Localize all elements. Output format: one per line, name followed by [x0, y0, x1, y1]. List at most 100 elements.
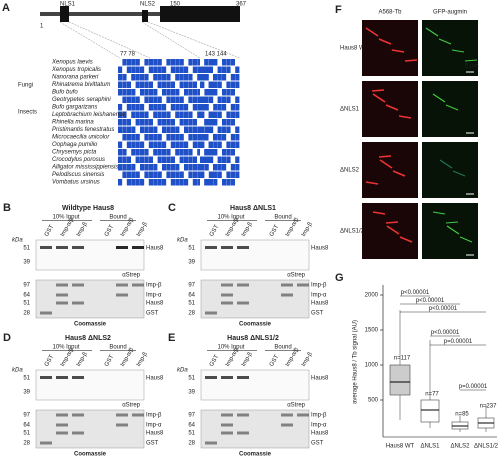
- lane-label: Imp-β: [241, 221, 254, 238]
- band: [116, 283, 128, 287]
- marker: 51: [188, 376, 195, 382]
- band-label: Haus8: [146, 376, 164, 382]
- residue-cell: [213, 164, 218, 171]
- residue-cell: [148, 96, 153, 103]
- residue-cell: [192, 66, 197, 73]
- microtubule: [371, 89, 385, 92]
- band-label: GST: [146, 441, 159, 447]
- residue-cell: [213, 156, 218, 163]
- marker: 28: [23, 311, 30, 317]
- lane-label: Imp-β: [76, 351, 89, 368]
- band: [72, 283, 84, 287]
- residue-cell: [204, 96, 209, 103]
- residue-cell: [192, 81, 197, 88]
- band: [72, 431, 84, 435]
- stain: αStrep: [122, 273, 140, 279]
- residue-cell: [118, 149, 123, 156]
- residue-cell: [135, 156, 140, 163]
- residue-cell: [235, 179, 240, 186]
- residue-cell: [222, 156, 227, 163]
- residue-cell: [222, 141, 227, 148]
- residue-cell: [197, 141, 202, 148]
- band: [205, 311, 217, 315]
- residue-cell: [208, 74, 213, 81]
- residue-cell: [166, 149, 171, 156]
- residue-cell: [222, 104, 227, 111]
- row-label: ΔNLS2: [340, 168, 360, 174]
- residue-cell: [184, 66, 189, 73]
- residue-cell: [144, 156, 149, 163]
- residue-cell: [188, 171, 193, 178]
- band: [281, 283, 293, 287]
- residue-cell: [144, 171, 149, 178]
- residue-cell: [140, 89, 145, 96]
- residue-cell: [170, 111, 175, 118]
- species: Bufo bufo: [52, 90, 78, 96]
- residue-cell: [208, 164, 213, 171]
- residue-cell: [153, 96, 158, 103]
- residue-cell: [170, 66, 175, 73]
- residue-cell: [122, 171, 127, 178]
- residue-cell: [179, 66, 184, 73]
- residue-cell: [131, 171, 136, 178]
- band: [132, 283, 144, 287]
- residue-cell: [175, 59, 180, 66]
- residue-cell: [208, 81, 213, 88]
- residue-cell: [217, 59, 222, 66]
- species: Vombatus ursinus: [52, 180, 100, 186]
- microtubule: [386, 225, 400, 235]
- group-label: 10% Input: [217, 345, 244, 351]
- residue-cell: [192, 74, 197, 81]
- residue-cell: [235, 81, 240, 88]
- residue-cell: [162, 96, 167, 103]
- band: [281, 413, 293, 417]
- n-label: n=237: [480, 404, 498, 410]
- residue-cell: [118, 164, 123, 171]
- residue-cell: [226, 149, 231, 156]
- residue-cell: [230, 111, 235, 118]
- residue-cell: [179, 96, 184, 103]
- residue-cell: [162, 104, 167, 111]
- residue-cell: [213, 119, 218, 126]
- residue-cell: [204, 179, 209, 186]
- band-label: Imp-α: [311, 423, 327, 429]
- residue-cell: [157, 141, 162, 148]
- blot-title: Haus8 ΔNLS1/2: [227, 335, 279, 342]
- residue-cell: [184, 81, 189, 88]
- residue-cell: [140, 66, 145, 73]
- residue-cell: [184, 156, 189, 163]
- band: [281, 423, 293, 427]
- marker: 39: [23, 260, 30, 266]
- residue-cell: [131, 89, 136, 96]
- residue-cell: [230, 96, 235, 103]
- residue-cell: [217, 156, 222, 163]
- residue-cell: [230, 126, 235, 133]
- residue-cell: [197, 179, 202, 186]
- residue-cell: [226, 104, 231, 111]
- residue-cell: [175, 74, 180, 81]
- residue-cell: [135, 179, 140, 186]
- residue-cell: [153, 179, 158, 186]
- residue-cell: [197, 74, 202, 81]
- residue-cell: [166, 81, 171, 88]
- residue-cell: [184, 96, 189, 103]
- nls2-box: [142, 10, 148, 22]
- residue-cell: [208, 119, 213, 126]
- residue-cell: [222, 111, 227, 118]
- residue-cell: [213, 59, 218, 66]
- residue-cell: [166, 171, 171, 178]
- residue-cell: [170, 96, 175, 103]
- residue-cell: [131, 66, 136, 73]
- residue-cell: [192, 126, 197, 133]
- residue-cell: [170, 164, 175, 171]
- band: [221, 301, 233, 305]
- group: Insects: [18, 110, 37, 116]
- group-label: Bound: [274, 215, 291, 221]
- residue-cell: [222, 179, 227, 186]
- residue-cell: [140, 104, 145, 111]
- residue-cell: [192, 171, 197, 178]
- stain: αStrep: [287, 273, 305, 279]
- group-label: Bound: [109, 345, 126, 351]
- residue-cell: [157, 66, 162, 73]
- residue-cell: [179, 81, 184, 88]
